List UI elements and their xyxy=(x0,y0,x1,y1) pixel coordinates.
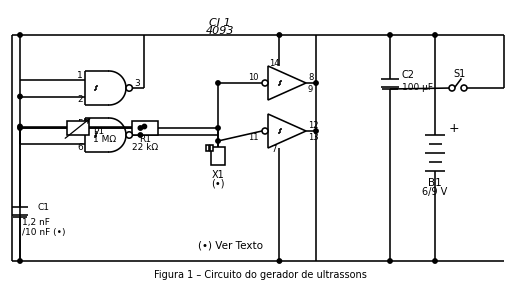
Circle shape xyxy=(388,33,392,37)
Text: 6: 6 xyxy=(77,143,83,151)
Text: 4: 4 xyxy=(134,125,140,134)
Text: 100 µF: 100 µF xyxy=(402,83,433,91)
Text: 12: 12 xyxy=(308,121,318,130)
Circle shape xyxy=(262,80,268,86)
Circle shape xyxy=(433,33,437,37)
Circle shape xyxy=(138,126,142,130)
Text: (•) Ver Texto: (•) Ver Texto xyxy=(198,240,263,250)
Text: C1: C1 xyxy=(38,203,50,211)
Circle shape xyxy=(216,139,220,143)
Text: P1: P1 xyxy=(93,128,104,136)
Bar xyxy=(211,147,225,165)
Text: R1: R1 xyxy=(139,136,151,145)
Circle shape xyxy=(262,128,268,134)
Text: 14: 14 xyxy=(269,59,279,68)
Circle shape xyxy=(138,133,142,137)
Text: 11: 11 xyxy=(249,132,259,142)
Circle shape xyxy=(314,129,318,133)
Bar xyxy=(210,145,213,151)
Text: 1 MΩ: 1 MΩ xyxy=(93,136,116,145)
Circle shape xyxy=(433,259,437,263)
Text: 22 kΩ: 22 kΩ xyxy=(132,143,158,153)
Text: 10: 10 xyxy=(249,72,259,82)
Circle shape xyxy=(126,132,133,138)
Circle shape xyxy=(216,126,220,130)
Text: X1: X1 xyxy=(212,170,224,180)
Text: 9: 9 xyxy=(308,85,313,93)
Text: B1: B1 xyxy=(428,178,442,188)
Circle shape xyxy=(388,259,392,263)
Text: +: + xyxy=(449,123,460,136)
Bar xyxy=(67,121,89,135)
Circle shape xyxy=(277,33,282,37)
Circle shape xyxy=(277,259,282,263)
Text: (•): (•) xyxy=(211,178,225,188)
Circle shape xyxy=(18,94,22,99)
Circle shape xyxy=(126,85,133,91)
Circle shape xyxy=(449,85,455,91)
Circle shape xyxy=(461,85,467,91)
Text: CI 1: CI 1 xyxy=(209,18,231,28)
Text: /10 nF (•): /10 nF (•) xyxy=(22,228,66,237)
Text: 2: 2 xyxy=(77,95,83,104)
Circle shape xyxy=(18,124,22,129)
Text: 4093: 4093 xyxy=(206,26,234,36)
Text: 1,2 nF: 1,2 nF xyxy=(22,218,50,228)
Text: 5: 5 xyxy=(77,119,83,128)
Circle shape xyxy=(18,259,22,263)
Bar xyxy=(132,121,158,135)
Text: C2: C2 xyxy=(402,70,415,80)
Text: 1: 1 xyxy=(77,72,83,80)
Circle shape xyxy=(142,124,147,129)
Text: 3: 3 xyxy=(134,78,140,87)
Circle shape xyxy=(216,81,220,85)
Circle shape xyxy=(314,81,318,85)
Bar xyxy=(206,145,209,151)
Text: 6/9 V: 6/9 V xyxy=(422,187,448,197)
Text: 13: 13 xyxy=(308,132,319,142)
Text: S1: S1 xyxy=(454,69,466,79)
Text: Figura 1 – Circuito do gerador de ultrassons: Figura 1 – Circuito do gerador de ultras… xyxy=(153,270,367,280)
Circle shape xyxy=(18,33,22,37)
Text: 8: 8 xyxy=(308,72,314,82)
Text: 7: 7 xyxy=(271,145,277,155)
Circle shape xyxy=(18,126,22,130)
